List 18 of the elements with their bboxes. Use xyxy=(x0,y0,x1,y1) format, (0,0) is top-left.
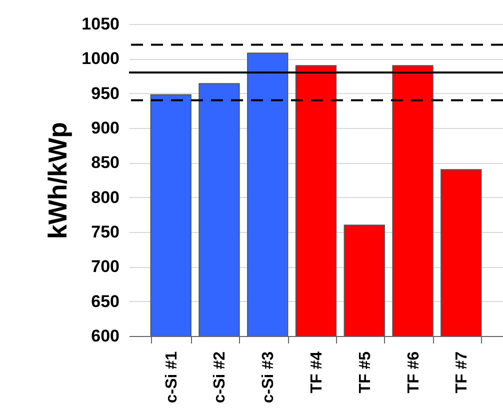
x-tick-label: c-Si #2 xyxy=(212,351,229,404)
x-tick-label: TF #7 xyxy=(454,351,471,394)
y-tick-label: 700 xyxy=(91,257,120,276)
x-tick-label: TF #5 xyxy=(356,351,374,394)
y-tick-label: 850 xyxy=(91,153,120,172)
x-tick-label: TF #6 xyxy=(405,351,422,394)
y-tick-label: 1050 xyxy=(82,14,120,34)
y-tick-label: 800 xyxy=(91,188,120,207)
x-tick-label: c-Si #1 xyxy=(163,351,180,404)
y-tick-label: 650 xyxy=(91,292,120,311)
x-tick-label: TF #4 xyxy=(308,351,326,394)
y-tick-label: 900 xyxy=(91,118,120,138)
y-tick-label: 750 xyxy=(91,222,120,242)
x-tick-label: c-Si #3 xyxy=(260,351,278,404)
y-tick-label: 950 xyxy=(91,84,120,103)
y-axis-title: kWh/kWp xyxy=(42,122,73,239)
y-tick-label: 600 xyxy=(91,326,120,346)
y-tick-label: 1000 xyxy=(82,49,120,68)
